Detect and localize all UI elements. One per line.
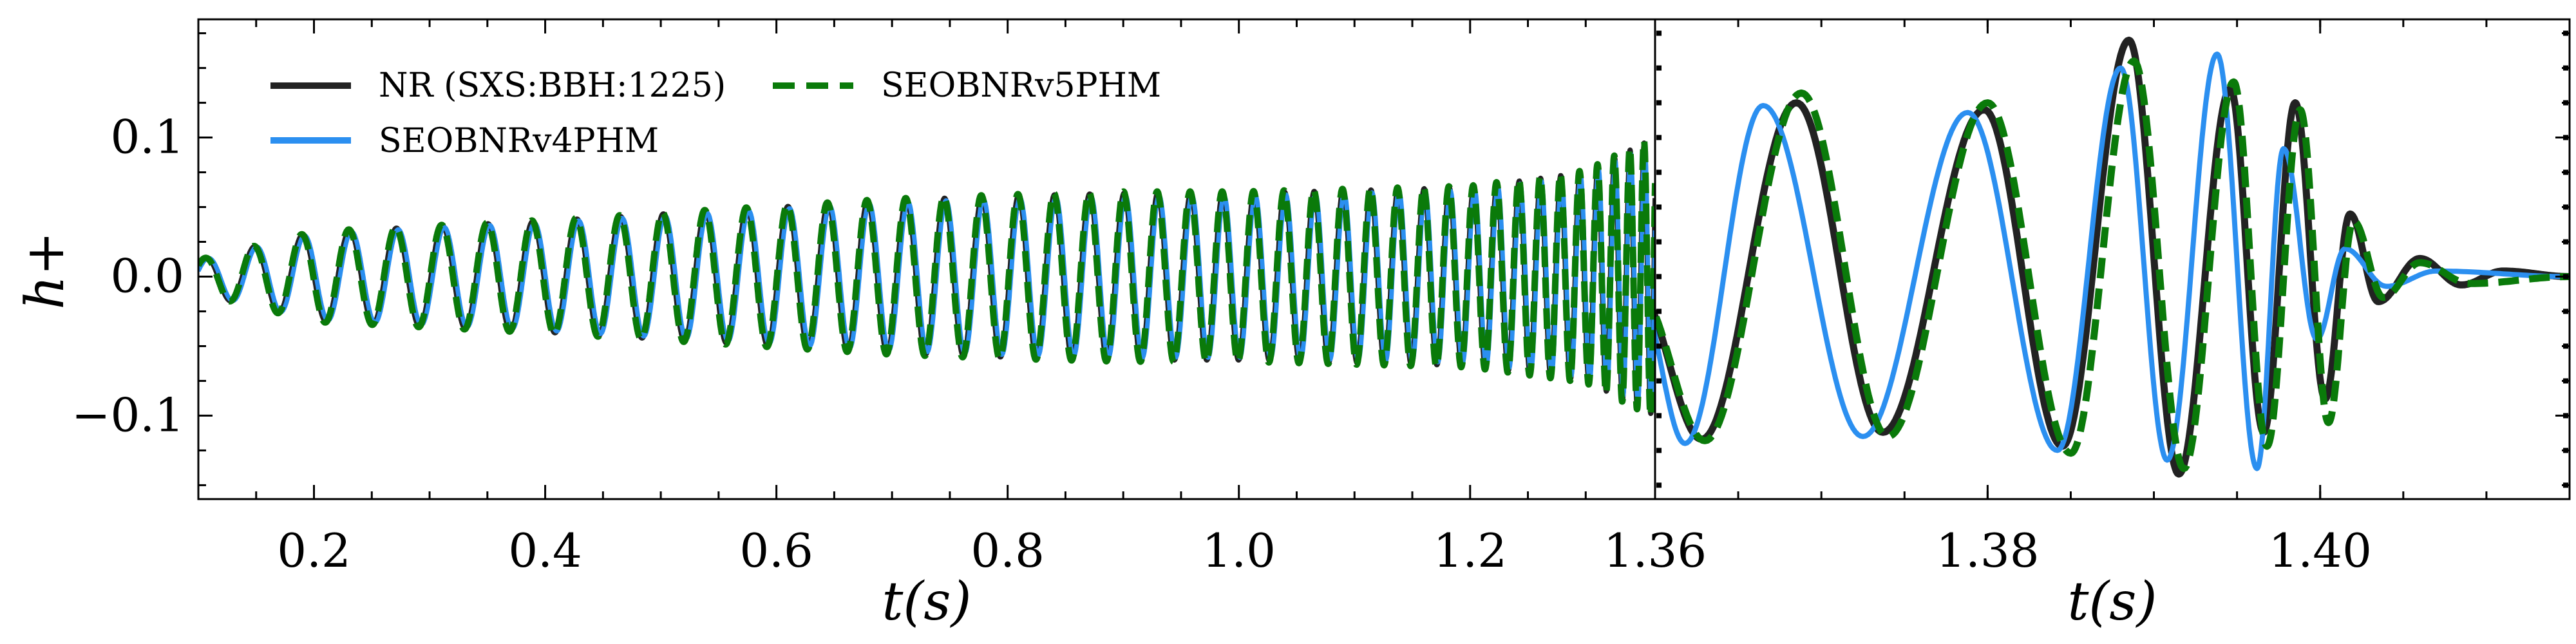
axis-ticks [198,19,2571,499]
y-tick-label: −0.1 [71,388,184,442]
left-x-tick-label: 1.0 [1202,524,1276,578]
right-edge-marker [2563,343,2568,349]
left-x-tick-label: 0.2 [277,524,351,578]
right-x-tick-label: 1.38 [1936,524,2039,578]
panel-divider-marker [1656,169,1662,175]
y-tick-label: 0.0 [110,249,184,303]
left-x-tick-label: 1.2 [1434,524,1508,578]
panel-divider-marker [1656,204,1662,210]
right-edge-marker [2563,308,2568,314]
panel-divider-marker [1656,448,1662,453]
right-edge-marker [2563,65,2568,71]
right-edge-marker [2563,30,2568,36]
right-edge-marker [2563,482,2568,488]
right-edge-marker [2563,239,2568,245]
y-tick-label: 0.1 [110,110,184,164]
legend-label-nr: NR (SXS:BBH:1225) [379,66,726,105]
panel-divider-marker [1656,65,1662,71]
panel-divider-marker [1656,274,1662,279]
y-axis-title: h+ [15,231,76,310]
legend-label-seobnrv4phm: SEOBNRv4PHM [379,122,659,160]
left-x-axis-title: t(s) [882,571,971,632]
left-series-line-nr-sxs-bbh-1225 [198,140,1655,416]
right-edge-marker [2563,169,2568,175]
right-x-tick-label: 1.36 [1604,524,1707,578]
right-edge-marker [2563,413,2568,419]
legend: NR (SXS:BBH:1225) SEOBNRv4PHM SEOBNRv5PH… [270,66,1161,160]
panel-divider-marker [1656,135,1662,140]
panel-divider-marker [1656,378,1662,384]
left-x-tick-label: 0.6 [739,524,813,578]
right-series-line-seobnrv5phm [1655,57,2570,472]
right-series-line-nr-sxs-bbh-1225 [1655,36,2570,478]
left-series-line-seobnrv4phm [198,144,1655,412]
panel-divider-marker [1656,239,1662,245]
right-panel-curves [1655,36,2570,478]
right-edge-marker [2563,448,2568,453]
right-edge-marker [2563,274,2568,279]
panel-divider-marker [1656,308,1662,314]
right-edge-marker [2563,100,2568,106]
legend-label-seobnrv5phm: SEOBNRv5PHM [881,66,1161,105]
panel-divider-marker [1656,30,1662,36]
left-panel-curves [198,137,1655,419]
left-series-line-seobnrv5phm [198,137,1655,419]
right-x-axis-title: t(s) [2067,571,2157,632]
panel-divider-marker [1656,100,1662,106]
right-edge-marker [2563,135,2568,140]
right-edge-marker [2563,204,2568,210]
right-panel-frame [1654,18,2571,500]
panel-divider-marker [1656,413,1662,419]
right-edge-marker [2563,378,2568,384]
right-x-tick-label: 1.40 [2269,524,2372,578]
panel-divider-marker [1656,482,1662,488]
axis-tick-labels: 0.2 0.4 0.6 0.8 1.0 1.2 −0.1 0.0 0.1 1.36 1.38 1.40 [71,110,2372,578]
panel-divider-marker [1656,343,1662,349]
left-x-tick-label: 0.8 [971,524,1045,578]
left-x-tick-label: 0.4 [508,524,582,578]
